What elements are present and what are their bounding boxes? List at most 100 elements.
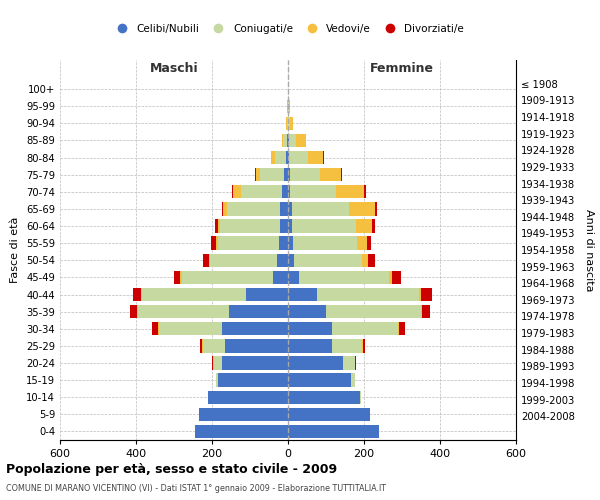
Bar <box>152 322 158 336</box>
Bar <box>200 339 202 352</box>
Bar <box>363 339 365 352</box>
Bar <box>142 288 246 301</box>
Bar <box>221 356 288 370</box>
Bar <box>343 356 355 370</box>
Bar <box>419 288 421 301</box>
Bar <box>227 202 280 215</box>
Bar <box>130 305 137 318</box>
Bar <box>283 185 288 198</box>
Bar <box>356 220 371 232</box>
Bar <box>273 270 288 284</box>
Bar <box>218 236 278 250</box>
Bar <box>173 270 181 284</box>
Bar <box>210 254 277 267</box>
Bar <box>289 100 290 113</box>
Bar <box>288 185 290 198</box>
Bar <box>288 339 332 352</box>
Bar <box>290 168 320 181</box>
Bar <box>284 168 288 181</box>
Bar <box>364 185 366 198</box>
Bar <box>286 151 288 164</box>
Bar <box>288 220 292 232</box>
Bar <box>195 425 288 438</box>
Bar <box>294 254 362 267</box>
Bar <box>277 254 288 267</box>
Bar <box>288 236 293 250</box>
Bar <box>288 322 332 336</box>
Bar <box>223 202 227 215</box>
Bar <box>138 305 229 318</box>
Bar <box>289 151 308 164</box>
Bar <box>202 339 203 352</box>
Bar <box>362 254 368 267</box>
Bar <box>421 288 431 301</box>
Bar <box>367 236 371 250</box>
Bar <box>293 236 357 250</box>
Bar <box>216 374 218 387</box>
Text: Popolazione per età, sesso e stato civile - 2009: Popolazione per età, sesso e stato civil… <box>6 462 337 475</box>
Bar <box>288 168 290 181</box>
Text: Maschi: Maschi <box>149 62 199 76</box>
Bar <box>233 185 241 198</box>
Bar <box>280 220 288 232</box>
Bar <box>159 322 221 336</box>
Bar <box>181 270 182 284</box>
Bar <box>199 408 288 421</box>
Bar <box>278 236 288 250</box>
Bar <box>221 322 288 336</box>
Bar <box>288 288 317 301</box>
Bar <box>289 134 296 147</box>
Bar <box>389 270 392 284</box>
Y-axis label: Anni di nascita: Anni di nascita <box>584 209 593 291</box>
Bar <box>349 202 376 215</box>
Bar <box>246 288 288 301</box>
Bar <box>332 322 398 336</box>
Bar <box>288 134 289 147</box>
Bar <box>323 151 324 164</box>
Text: COMUNE DI MARANO VICENTINO (VI) - Dati ISTAT 1° gennaio 2009 - Elaborazione TUTT: COMUNE DI MARANO VICENTINO (VI) - Dati I… <box>6 484 386 493</box>
Bar <box>232 185 233 198</box>
Bar <box>220 220 280 232</box>
Bar <box>254 168 256 181</box>
Bar <box>332 339 362 352</box>
Bar <box>360 390 361 404</box>
Bar <box>208 390 288 404</box>
Bar <box>350 374 355 387</box>
Bar <box>288 151 289 164</box>
Bar <box>371 220 376 232</box>
Bar <box>213 356 214 370</box>
Bar <box>226 339 288 352</box>
Bar <box>296 134 306 147</box>
Bar <box>218 374 288 387</box>
Bar <box>212 356 213 370</box>
Bar <box>288 374 350 387</box>
Bar <box>288 100 289 113</box>
Bar <box>355 356 356 370</box>
Bar <box>256 168 260 181</box>
Bar <box>288 408 370 421</box>
Bar <box>288 425 379 438</box>
Bar <box>271 151 275 164</box>
Y-axis label: Fasce di età: Fasce di età <box>10 217 20 283</box>
Bar <box>392 270 401 284</box>
Bar <box>229 305 288 318</box>
Bar <box>288 202 292 215</box>
Bar <box>260 168 284 181</box>
Bar <box>211 236 216 250</box>
Bar <box>215 220 218 232</box>
Bar <box>182 270 273 284</box>
Bar <box>286 116 287 130</box>
Bar <box>203 339 226 352</box>
Bar <box>288 270 299 284</box>
Bar <box>218 220 220 232</box>
Text: Femmine: Femmine <box>370 62 434 76</box>
Bar <box>399 322 404 336</box>
Bar <box>133 288 140 301</box>
Bar <box>216 236 218 250</box>
Bar <box>280 202 288 215</box>
Bar <box>288 356 343 370</box>
Bar <box>209 254 210 267</box>
Bar <box>357 236 367 250</box>
Bar <box>317 288 419 301</box>
Bar <box>221 202 223 215</box>
